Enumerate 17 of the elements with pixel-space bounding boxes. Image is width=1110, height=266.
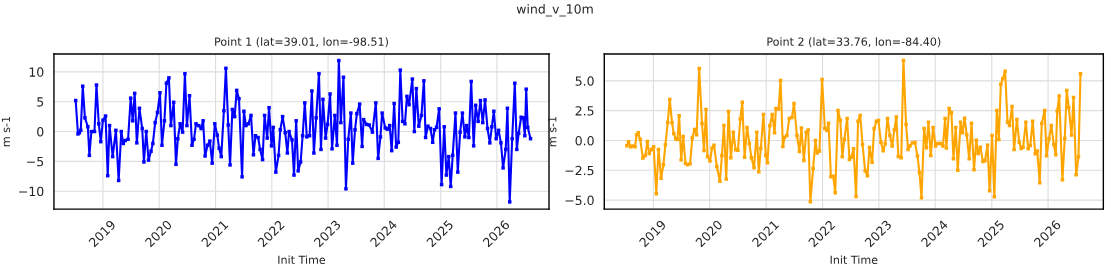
chart-title: Point 2 (lat=33.76, lon=-84.40) <box>767 37 941 48</box>
y-tick-label: 5 <box>37 97 44 107</box>
x-axis-title: Init Time <box>830 255 878 264</box>
y-tick-label: −5 <box>27 157 44 167</box>
y-tick-label: −10 <box>19 186 44 197</box>
y-axis-title: m s-1 <box>548 116 557 147</box>
y-tick-label: 5.0 <box>575 76 594 86</box>
x-axis-title: Init Time <box>278 255 326 264</box>
y-tick-label: −2.5 <box>565 165 594 176</box>
chart-title: Point 1 (lat=39.01, lon=-98.51) <box>215 37 388 48</box>
y-tick-label: 2.5 <box>575 106 594 116</box>
y-tick-label: −5.0 <box>565 195 594 206</box>
y-tick-label: 10 <box>29 67 44 77</box>
y-axis-title: m s-1 <box>1 116 11 147</box>
y-tick-label: 0.0 <box>575 135 594 146</box>
text: wind_v_10m <box>516 3 593 17</box>
y-tick-label: 0 <box>37 127 44 137</box>
